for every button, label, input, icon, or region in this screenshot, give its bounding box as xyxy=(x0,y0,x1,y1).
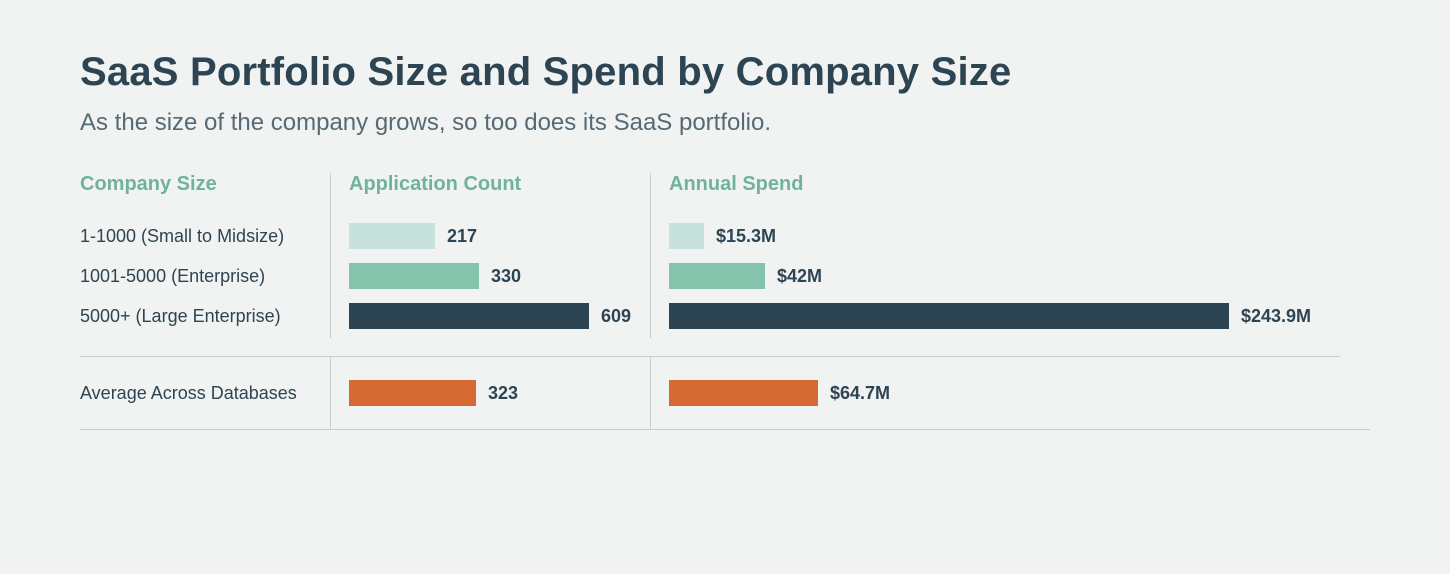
avg-app-count-cell: 323 xyxy=(330,357,650,429)
bar-value: $15.3M xyxy=(716,226,776,247)
col-app-count: Application Count 217 330 609 xyxy=(330,173,650,338)
average-row: Average Across Databases 323 $64.7M xyxy=(80,357,1370,429)
bar-value: 609 xyxy=(601,306,631,327)
page-title: SaaS Portfolio Size and Spend by Company… xyxy=(80,50,1370,95)
avg-spend-cell: $64.7M xyxy=(650,357,1340,429)
bar-value: 323 xyxy=(488,383,518,404)
bar-row: $243.9M xyxy=(669,298,1322,334)
col-header-app-count: Application Count xyxy=(349,173,632,196)
col-company-size: Company Size 1-1000 (Small to Midsize) 1… xyxy=(80,173,330,338)
divider xyxy=(80,429,1370,430)
bar-value: 330 xyxy=(491,266,521,287)
col-header-company-size: Company Size xyxy=(80,173,312,196)
bar-app-count xyxy=(349,263,479,289)
bar-app-count xyxy=(349,303,589,329)
bar-row: $64.7M xyxy=(669,375,1322,411)
bar-value: 217 xyxy=(447,226,477,247)
bar-row: $42M xyxy=(669,258,1322,294)
bar-annual-spend xyxy=(669,303,1229,329)
bar-row: $15.3M xyxy=(669,218,1322,254)
data-grid: Company Size 1-1000 (Small to Midsize) 1… xyxy=(80,173,1370,357)
bar-value: $64.7M xyxy=(830,383,890,404)
row-label: 5000+ (Large Enterprise) xyxy=(80,306,281,327)
bar-row: 323 xyxy=(349,375,632,411)
table-row: 5000+ (Large Enterprise) xyxy=(80,298,312,334)
avg-label-cell: Average Across Databases xyxy=(80,357,330,429)
bar-value: $42M xyxy=(777,266,822,287)
page-subtitle: As the size of the company grows, so too… xyxy=(80,109,1370,137)
col-header-annual-spend: Annual Spend xyxy=(669,173,1322,196)
col-annual-spend: Annual Spend $15.3M $42M $243.9M xyxy=(650,173,1340,338)
table-row: 1-1000 (Small to Midsize) xyxy=(80,218,312,254)
bar-app-count-avg xyxy=(349,380,476,406)
row-label: 1001-5000 (Enterprise) xyxy=(80,266,265,287)
bar-annual-spend-avg xyxy=(669,380,818,406)
bar-row: 609 xyxy=(349,298,632,334)
table-row: 1001-5000 (Enterprise) xyxy=(80,258,312,294)
bar-value: $243.9M xyxy=(1241,306,1311,327)
bar-annual-spend xyxy=(669,263,765,289)
avg-label: Average Across Databases xyxy=(80,382,297,405)
bar-row: 217 xyxy=(349,218,632,254)
bar-annual-spend xyxy=(669,223,704,249)
row-label: 1-1000 (Small to Midsize) xyxy=(80,226,284,247)
bar-app-count xyxy=(349,223,435,249)
bar-row: 330 xyxy=(349,258,632,294)
